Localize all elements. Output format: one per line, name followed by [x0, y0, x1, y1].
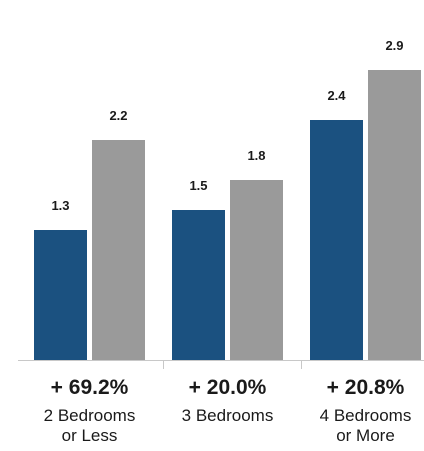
category-label: or More: [336, 426, 395, 445]
value-label: 1.3: [51, 198, 69, 213]
bars-group: [34, 70, 421, 360]
bar-blue-3: [310, 120, 363, 360]
bar-gray-3: [368, 70, 421, 360]
value-label: 1.8: [247, 148, 265, 163]
category-label: or Less: [62, 426, 118, 445]
bar-gray-2: [230, 180, 283, 360]
change-label: + 69.2%: [51, 376, 129, 399]
change-label: + 20.0%: [189, 376, 267, 399]
category-dividers: [163, 360, 302, 369]
change-labels-group: + 69.2% + 20.0% + 20.8%: [51, 376, 405, 399]
value-labels-group: 1.3 2.2 1.5 1.8 2.4 2.9: [51, 38, 403, 213]
value-label: 2.9: [385, 38, 403, 53]
value-label: 2.4: [327, 88, 346, 103]
change-label: + 20.8%: [327, 376, 405, 399]
bar-blue-2: [172, 210, 225, 360]
bar-blue-1: [34, 230, 87, 360]
category-label: 4 Bedrooms: [320, 406, 412, 425]
value-label: 1.5: [189, 178, 207, 193]
category-label: 3 Bedrooms: [182, 406, 274, 425]
bar-gray-1: [92, 140, 145, 360]
value-label: 2.2: [109, 108, 127, 123]
category-label: 2 Bedrooms: [44, 406, 136, 425]
